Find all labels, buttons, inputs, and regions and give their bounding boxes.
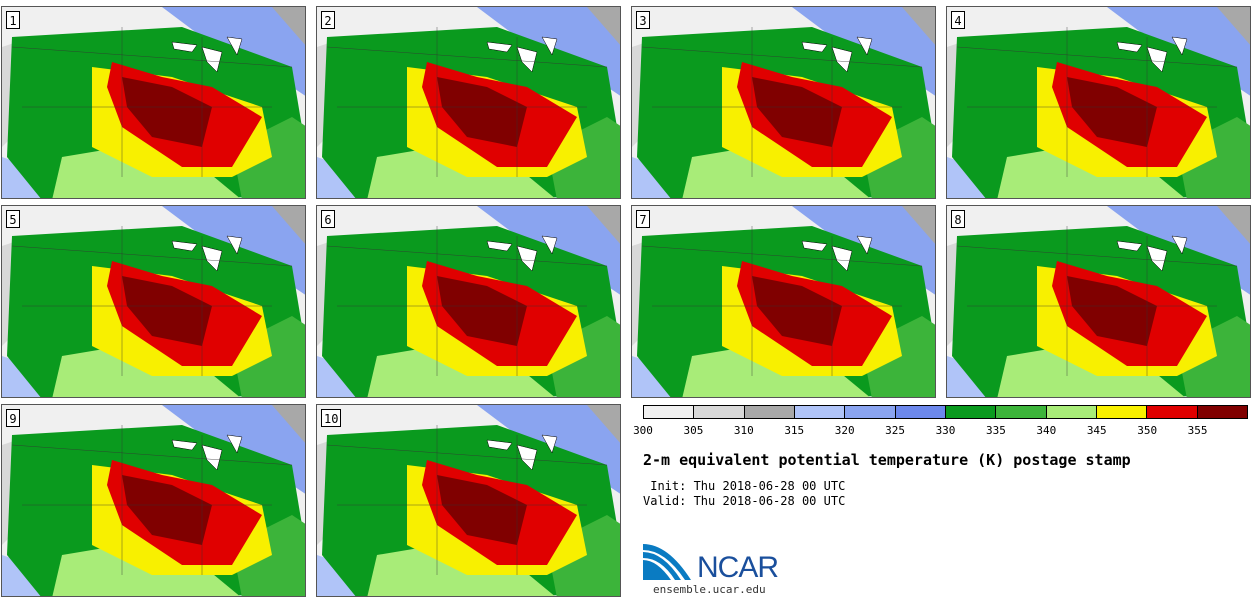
colorbar-swatch	[1197, 406, 1247, 418]
colorbar-swatch	[1147, 406, 1198, 418]
colorbar-tick-label: 325	[885, 424, 906, 437]
colorbar-tick-label: 345	[1086, 424, 1107, 437]
ensemble-member-map: 5	[1, 205, 306, 398]
ensemble-member-map: 4	[946, 6, 1251, 199]
colorbar-swatch	[744, 406, 795, 418]
member-number-label: 5	[6, 210, 20, 228]
colorbar-swatch	[845, 406, 896, 418]
colorbar-swatch	[945, 406, 997, 418]
colorbar-tick-label: 315	[784, 424, 805, 437]
plot-title: 2-m equivalent potential temperature (K)…	[643, 451, 1131, 469]
colorbar-tick-label: 355	[1187, 424, 1208, 437]
colorbar-tick-label: 320	[834, 424, 855, 437]
member-number-label: 1	[6, 11, 20, 29]
website-text: ensemble.ucar.edu	[653, 583, 766, 596]
colorbar	[643, 405, 1248, 419]
colorbar-tick-label: 350	[1137, 424, 1158, 437]
colorbar-swatch	[1096, 406, 1148, 418]
member-number-label: 6	[321, 210, 335, 228]
ensemble-member-map: 7	[631, 205, 936, 398]
ensemble-member-map: 10	[316, 404, 621, 597]
ensemble-member-map: 9	[1, 404, 306, 597]
colorbar-tick-label: 310	[733, 424, 754, 437]
ensemble-member-map: 6	[316, 205, 621, 398]
member-number-label: 3	[636, 11, 650, 29]
colorbar-swatch	[644, 406, 695, 418]
colorbar-tick-label: 330	[935, 424, 956, 437]
colorbar-swatch	[1046, 406, 1097, 418]
colorbar-swatch	[996, 406, 1047, 418]
colorbar-tick-label: 305	[683, 424, 704, 437]
ensemble-member-map: 8	[946, 205, 1251, 398]
ensemble-member-map: 1	[1, 6, 306, 199]
colorbar-swatch	[895, 406, 946, 418]
colorbar-tick-label: 300	[633, 424, 653, 437]
colorbar-ticks: 300 305 310 315 320 325 330 335 340 345 350 355	[633, 424, 1248, 440]
member-number-label: 4	[951, 11, 965, 29]
colorbar-swatch	[794, 406, 846, 418]
member-number-label: 9	[6, 409, 20, 427]
colorbar-swatch	[694, 406, 745, 418]
member-number-label: 2	[321, 11, 335, 29]
colorbar-tick-label: 335	[985, 424, 1006, 437]
valid-time: Valid: Thu 2018-06-28 00 UTC	[643, 494, 846, 508]
ensemble-member-map: 2	[316, 6, 621, 199]
member-number-label: 7	[636, 210, 650, 228]
ncar-logo-text: NCAR	[697, 551, 779, 584]
init-time: Init: Thu 2018-06-28 00 UTC	[643, 479, 846, 493]
member-number-label: 8	[951, 210, 965, 228]
colorbar-tick-label: 340	[1036, 424, 1057, 437]
ncar-logo-icon	[643, 544, 691, 580]
ensemble-member-map: 3	[631, 6, 936, 199]
member-number-label: 10	[321, 409, 342, 427]
